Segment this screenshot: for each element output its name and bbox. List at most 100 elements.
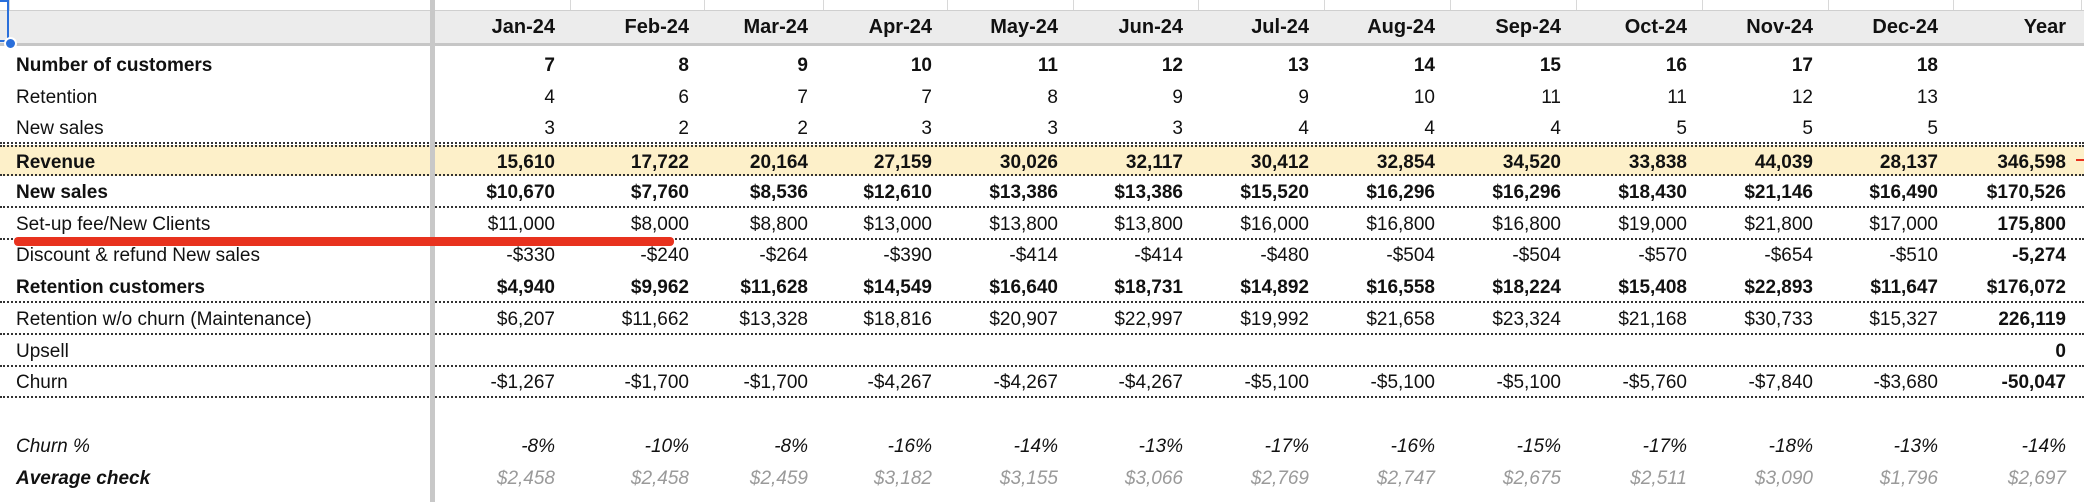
table-cell[interactable]: $12,610 xyxy=(863,182,932,203)
table-cell[interactable]: $2,459 xyxy=(749,468,808,489)
table-cell[interactable]: -$570 xyxy=(1638,245,1687,266)
table-cell[interactable]: 18 xyxy=(1916,55,1938,76)
row-label[interactable]: Churn xyxy=(16,372,68,393)
table-cell[interactable]: $16,296 xyxy=(1492,182,1561,203)
month-header-7[interactable]: Jul-24 xyxy=(1251,16,1309,38)
table-cell[interactable]: -13% xyxy=(1893,436,1938,457)
month-header-12[interactable]: Dec-24 xyxy=(1872,16,1938,38)
table-cell[interactable]: $2,458 xyxy=(496,468,555,489)
row-label[interactable]: Discount & refund New sales xyxy=(16,245,260,266)
month-header-10[interactable]: Oct-24 xyxy=(1624,16,1687,38)
row-label[interactable]: Set-up fee/New Clients xyxy=(16,214,211,235)
table-cell[interactable]: $18,430 xyxy=(1618,182,1687,203)
table-cell[interactable]: -$4,267 xyxy=(867,372,932,393)
table-cell[interactable]: $9,962 xyxy=(630,277,689,298)
table-cell[interactable]: $2,675 xyxy=(1502,468,1561,489)
month-header-3[interactable]: Mar-24 xyxy=(743,16,808,38)
row-label[interactable]: Revenue xyxy=(16,152,96,173)
table-cell[interactable]: 9 xyxy=(1298,87,1309,108)
table-cell[interactable]: -$5,760 xyxy=(1622,372,1687,393)
row-label[interactable]: New sales xyxy=(16,118,104,139)
table-cell[interactable]: $13,386 xyxy=(1114,182,1183,203)
table-cell[interactable]: 9 xyxy=(1172,87,1183,108)
table-cell[interactable]: $30,733 xyxy=(1744,309,1813,330)
table-cell[interactable]: 15,610 xyxy=(496,152,555,173)
table-cell[interactable]: 3 xyxy=(1172,118,1183,139)
table-cell[interactable]: 7 xyxy=(921,87,932,108)
table-cell[interactable] xyxy=(439,399,555,430)
table-cell[interactable]: 3 xyxy=(921,118,932,139)
table-cell[interactable]: $16,640 xyxy=(989,277,1058,298)
table-cell[interactable]: 5 xyxy=(1802,118,1813,139)
table-cell[interactable]: -10% xyxy=(644,436,689,457)
table-cell[interactable]: -$654 xyxy=(1764,245,1813,266)
table-cell[interactable]: 5 xyxy=(1676,118,1687,139)
table-cell[interactable]: -17% xyxy=(1642,436,1687,457)
table-cell[interactable]: -$7,840 xyxy=(1748,372,1813,393)
table-cell[interactable]: -$264 xyxy=(759,245,808,266)
table-cell[interactable]: 11 xyxy=(1541,87,1561,108)
table-cell[interactable]: $3,090 xyxy=(1754,468,1813,489)
table-cell[interactable] xyxy=(1445,336,1561,367)
table-cell[interactable]: 4 xyxy=(1550,118,1561,139)
table-cell[interactable]: $8,000 xyxy=(630,214,689,235)
table-cell[interactable]: $3,155 xyxy=(999,468,1058,489)
table-cell[interactable]: $22,893 xyxy=(1744,277,1813,298)
table-cell[interactable]: 12 xyxy=(1161,55,1183,76)
table-cell[interactable]: $13,800 xyxy=(989,214,1058,235)
table-cell[interactable]: 11 xyxy=(1667,87,1687,108)
table-cell[interactable] xyxy=(1697,399,1813,430)
table-cell[interactable]: 7 xyxy=(797,87,808,108)
selected-cell-marker[interactable] xyxy=(0,0,9,42)
table-cell[interactable]: 28,137 xyxy=(1879,152,1938,173)
table-cell[interactable]: -14% xyxy=(1013,436,1058,457)
year-total-cell[interactable] xyxy=(1950,50,2066,81)
year-total-cell[interactable]: $176,072 xyxy=(1986,277,2066,298)
selection-handle[interactable] xyxy=(4,37,17,50)
table-cell[interactable]: -$5,100 xyxy=(1244,372,1309,393)
table-cell[interactable] xyxy=(942,336,1058,367)
table-cell[interactable]: $16,000 xyxy=(1240,214,1309,235)
table-cell[interactable]: $15,408 xyxy=(1618,277,1687,298)
table-cell[interactable]: -$3,680 xyxy=(1873,372,1938,393)
year-total-cell[interactable] xyxy=(1950,399,2066,430)
row-label[interactable]: Retention xyxy=(16,87,98,108)
table-cell[interactable]: $13,000 xyxy=(863,214,932,235)
table-cell[interactable]: $16,800 xyxy=(1366,214,1435,235)
table-cell[interactable]: $16,490 xyxy=(1869,182,1938,203)
month-header-9[interactable]: Sep-24 xyxy=(1495,16,1561,38)
table-cell[interactable]: $19,992 xyxy=(1240,309,1309,330)
table-cell[interactable] xyxy=(816,336,932,367)
table-cell[interactable]: 8 xyxy=(1047,87,1058,108)
table-cell[interactable] xyxy=(439,336,555,367)
table-cell[interactable]: $13,386 xyxy=(989,182,1058,203)
table-cell[interactable]: 5 xyxy=(1927,118,1938,139)
year-total-cell[interactable] xyxy=(1950,82,2066,113)
table-cell[interactable]: $11,000 xyxy=(487,214,555,235)
table-cell[interactable]: $3,066 xyxy=(1124,468,1183,489)
table-cell[interactable]: 15 xyxy=(1539,55,1561,76)
table-cell[interactable]: 32,117 xyxy=(1125,152,1183,173)
table-cell[interactable] xyxy=(1319,399,1435,430)
table-cell[interactable]: 12 xyxy=(1791,87,1813,108)
table-cell[interactable]: $2,769 xyxy=(1250,468,1309,489)
row-label[interactable]: Churn % xyxy=(16,436,90,457)
table-cell[interactable] xyxy=(1193,336,1309,367)
table-cell[interactable]: -$390 xyxy=(883,245,932,266)
year-total-cell[interactable]: 0 xyxy=(2055,341,2066,362)
table-cell[interactable] xyxy=(1822,399,1938,430)
table-cell[interactable]: $21,146 xyxy=(1744,182,1813,203)
table-cell[interactable]: $18,224 xyxy=(1492,277,1561,298)
table-cell[interactable]: 3 xyxy=(544,118,555,139)
table-cell[interactable]: $14,892 xyxy=(1240,277,1309,298)
table-cell[interactable]: $18,731 xyxy=(1114,277,1183,298)
year-header[interactable]: Year xyxy=(2023,16,2066,38)
table-cell[interactable]: -16% xyxy=(1390,436,1435,457)
table-cell[interactable]: $2,458 xyxy=(630,468,689,489)
table-cell[interactable]: -16% xyxy=(887,436,932,457)
year-total-cell[interactable]: -50,047 xyxy=(2001,372,2066,393)
year-total-cell[interactable]: -14% xyxy=(2021,436,2066,457)
table-cell[interactable]: -$1,700 xyxy=(624,372,689,393)
table-cell[interactable]: 2 xyxy=(678,118,689,139)
table-cell[interactable]: 34,520 xyxy=(1502,152,1561,173)
